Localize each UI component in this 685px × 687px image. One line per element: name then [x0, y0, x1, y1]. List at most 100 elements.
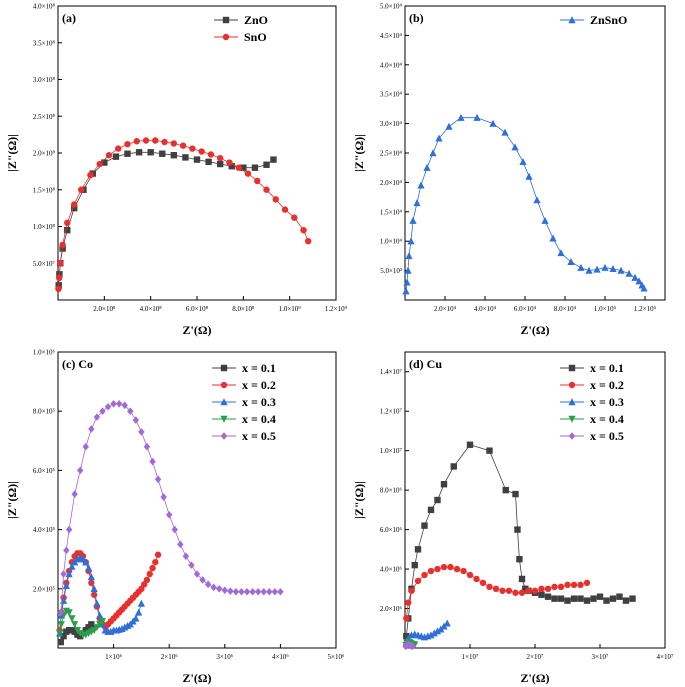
data-point — [408, 587, 415, 594]
legend-marker — [568, 432, 576, 440]
data-point — [570, 595, 578, 602]
data-point — [154, 475, 162, 484]
data-point — [198, 148, 205, 155]
data-point — [226, 159, 233, 166]
y-axis-title: |Z"(Ω)| — [352, 481, 366, 519]
data-point — [93, 599, 101, 607]
data-point — [240, 164, 247, 171]
data-point — [68, 562, 76, 570]
data-point — [263, 186, 270, 193]
data-point — [421, 571, 428, 579]
data-point — [512, 490, 519, 498]
legend-label: x = 0.1 — [242, 361, 276, 375]
data-point — [88, 425, 95, 433]
data-point — [142, 137, 150, 144]
data-point — [421, 522, 428, 529]
x-tick-label: 1.2×10⁹ — [325, 305, 348, 313]
x-axis-title: Z'(Ω) — [183, 323, 212, 337]
panel-1: 2.0×10⁸ 4.0×10⁸ 6.0×10⁸ 8.0×10⁸ 1.0×10⁹ 1.2×1… — [5, 3, 348, 338]
y-axis-title: |Z"(Ω)| — [5, 134, 19, 172]
data-point — [254, 177, 261, 185]
data-point — [405, 252, 413, 260]
data-point — [402, 287, 410, 295]
data-point — [413, 199, 421, 207]
data-point — [57, 608, 64, 617]
data-point — [445, 122, 453, 130]
data-point — [56, 630, 64, 637]
data-point — [489, 119, 497, 127]
series-1 — [55, 149, 277, 289]
data-point — [64, 219, 71, 227]
data-point — [104, 402, 112, 411]
data-point — [84, 564, 93, 572]
data-point — [538, 591, 545, 598]
data-point — [143, 576, 151, 584]
data-point — [124, 150, 131, 157]
data-point — [557, 249, 565, 257]
x-axis-title: Z'(Ω) — [183, 671, 212, 685]
series-2 — [403, 563, 591, 622]
series-1 — [403, 441, 636, 640]
legend-marker — [568, 364, 576, 372]
data-point — [210, 583, 217, 592]
data-point — [65, 525, 73, 534]
y-tick-label: 8.0×10⁵ — [33, 408, 56, 416]
data-point — [277, 587, 284, 596]
y-tick-label: 4.0×10⁶ — [380, 566, 403, 574]
data-point — [583, 579, 591, 587]
data-point — [531, 587, 539, 594]
y-tick-label: 1.0×10⁴ — [380, 238, 403, 246]
data-point — [518, 575, 526, 583]
legend-marker — [222, 33, 230, 41]
data-point — [65, 609, 73, 617]
data-point — [96, 160, 103, 168]
data-point — [479, 579, 487, 587]
data-point — [601, 263, 609, 271]
data-point — [272, 196, 279, 203]
data-point — [147, 149, 154, 156]
legend-label: x = 0.4 — [590, 412, 624, 426]
data-point — [405, 599, 412, 606]
data-point — [143, 442, 151, 451]
data-point — [93, 413, 101, 421]
data-point — [625, 269, 633, 277]
legend-label: ZnO — [244, 13, 268, 27]
data-point — [152, 558, 159, 566]
legend: x = 0.1 x = 0.2 x = 0.3 x = 0.4 x = 0.5 — [212, 361, 276, 443]
data-point — [433, 627, 442, 635]
x-tick-label: 1×10⁶ — [105, 653, 122, 661]
data-point — [414, 546, 422, 553]
x-tick-label: 1.0×10⁹ — [279, 305, 302, 313]
data-point — [221, 586, 228, 595]
data-point — [557, 595, 565, 602]
x-tick-label: 2×10⁷ — [527, 653, 544, 661]
series-2 — [55, 137, 312, 293]
x-tick-label: 6.0×10⁴ — [514, 305, 537, 313]
data-point — [466, 571, 474, 579]
data-point — [57, 621, 65, 629]
data-point — [121, 401, 128, 410]
data-point — [205, 158, 212, 166]
panel-label: (a) — [62, 11, 76, 25]
data-point — [149, 457, 156, 466]
data-point — [235, 164, 242, 171]
x-tick-label: 8.0×10⁴ — [554, 305, 577, 313]
x-tick-label: 4.0×10⁸ — [140, 305, 163, 313]
data-point — [460, 567, 467, 575]
legend-marker — [220, 432, 228, 440]
data-point — [135, 149, 143, 156]
data-point — [533, 196, 541, 204]
data-point — [228, 163, 235, 170]
y-tick-label: 1.2×10⁷ — [380, 408, 403, 416]
data-point — [473, 113, 481, 121]
y-axis-title: |Z"(Ω)| — [5, 481, 19, 519]
y-tick-label: 1.5×10⁴ — [380, 208, 403, 216]
data-point — [171, 525, 178, 534]
x-tick-label: 2.0×10⁴ — [434, 305, 457, 313]
data-point — [115, 400, 123, 408]
y-tick-label: 6.0×10⁵ — [33, 467, 56, 475]
y-tick-label: 5.0×10⁴ — [380, 3, 403, 11]
x-tick-label: 5×10⁶ — [328, 653, 345, 661]
data-point — [541, 216, 549, 224]
